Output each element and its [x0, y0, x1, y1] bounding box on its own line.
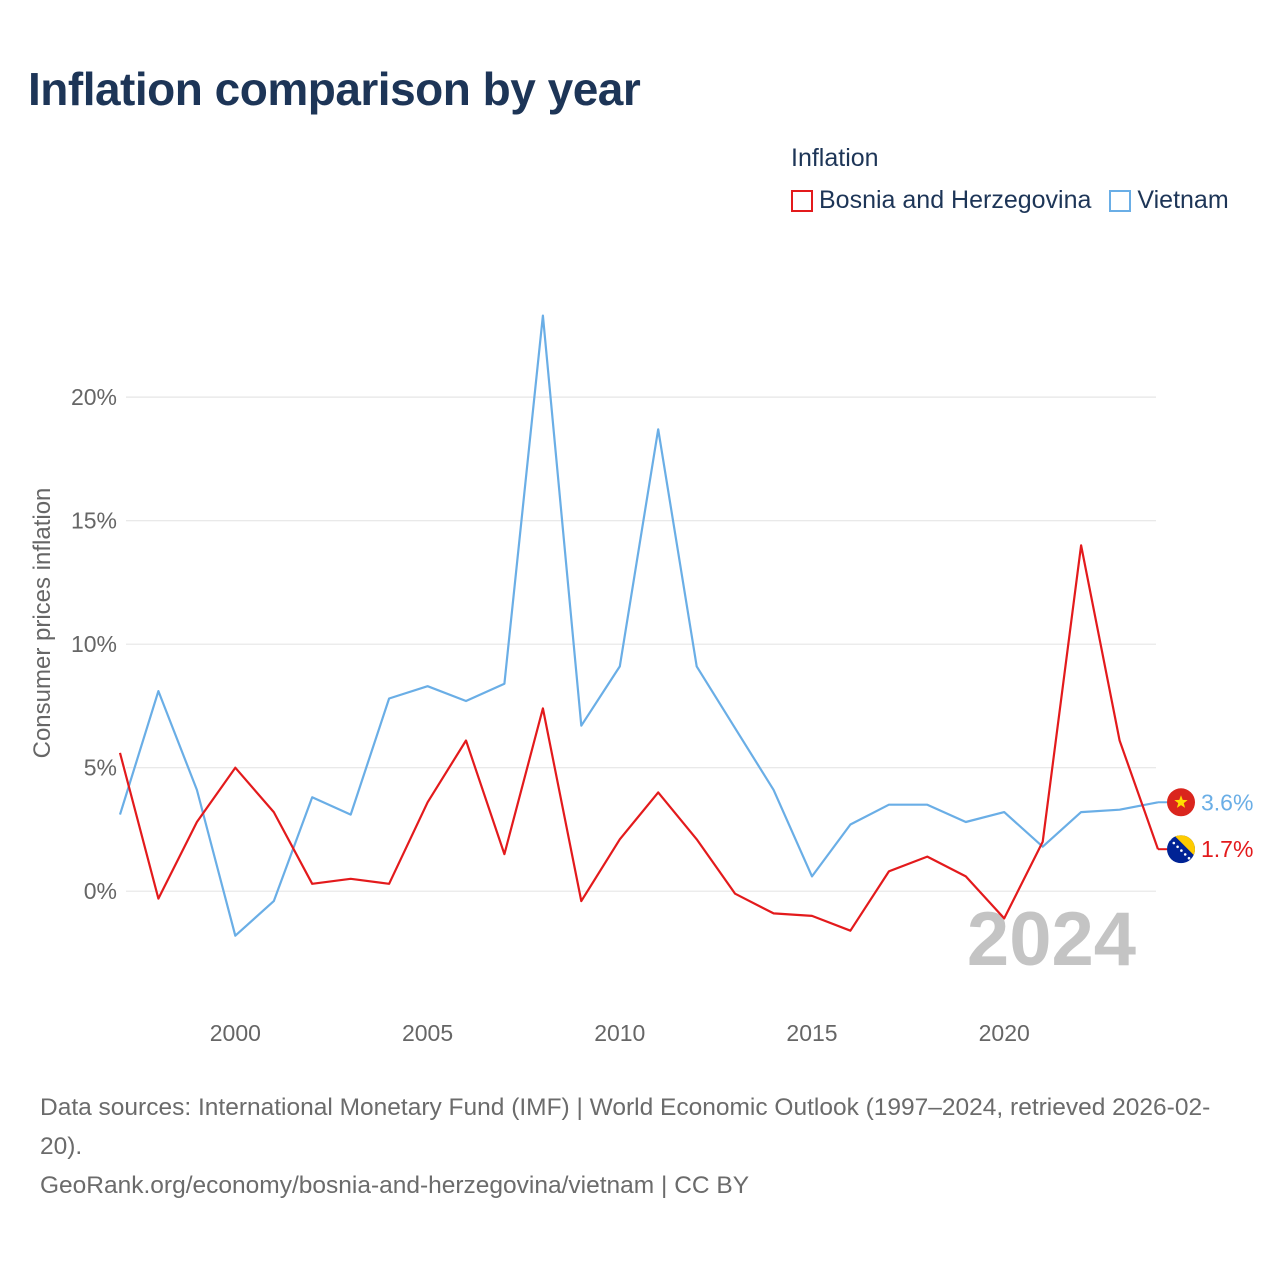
bosnia-flag-icon: [1167, 835, 1195, 864]
legend-swatch-vietnam: [1109, 189, 1132, 212]
x-tick-label: 2015: [786, 1020, 837, 1046]
legend-title: Inflation: [791, 144, 879, 172]
year-watermark: 2024: [967, 897, 1136, 982]
y-tick-label: 10%: [71, 631, 117, 657]
legend: Bosnia and Herzegovina Vietnam: [791, 186, 1247, 215]
bosnia-flag-star: [1172, 841, 1176, 845]
y-tick-label: 15%: [71, 508, 117, 534]
x-tick-label: 2010: [594, 1020, 645, 1046]
y-tick-label: 0%: [84, 878, 117, 904]
vietnam-end-value: 3.6%: [1201, 789, 1253, 815]
bosnia-flag-star: [1168, 837, 1172, 841]
chart-title: Inflation comparison by year: [28, 63, 641, 115]
bosnia-flag-star: [1187, 856, 1191, 860]
y-axis-label: Consumer prices inflation: [29, 488, 56, 759]
legend-label-bosnia: Bosnia and Herzegovina: [819, 186, 1092, 214]
x-tick-label: 2005: [402, 1020, 453, 1046]
bosnia-flag-triangle: [1174, 835, 1195, 857]
series-line-vietnam[interactable]: [118, 314, 1159, 937]
legend-item-bosnia[interactable]: Bosnia and Herzegovina: [791, 186, 1091, 215]
footer: Data sources: International Monetary Fun…: [40, 1088, 1250, 1205]
legend-label-vietnam: Vietnam: [1137, 186, 1229, 214]
bosnia-flag-star: [1183, 853, 1187, 856]
vietnam-flag-star: [1174, 795, 1188, 808]
bosnia-flag-star: [1176, 845, 1179, 849]
vietnam-flag-icon: [1167, 788, 1195, 817]
x-tick-label: 2020: [979, 1020, 1030, 1046]
y-tick-label: 5%: [84, 755, 117, 781]
series-line-bosnia[interactable]: [118, 544, 1160, 932]
source-url-text[interactable]: GeoRank.org/economy/bosnia-and-herzegovi…: [40, 1172, 750, 1199]
x-tick-label: 2000: [210, 1020, 261, 1046]
legend-swatch-bosnia: [791, 189, 813, 212]
y-tick-label: 20%: [71, 384, 117, 410]
legend-item-vietnam[interactable]: Vietnam: [1109, 186, 1229, 215]
data-sources-text: Data sources: International Monetary Fun…: [40, 1094, 1211, 1160]
bosnia-flag-star: [1180, 849, 1183, 852]
bosnia-end-value: 1.7%: [1201, 836, 1253, 862]
